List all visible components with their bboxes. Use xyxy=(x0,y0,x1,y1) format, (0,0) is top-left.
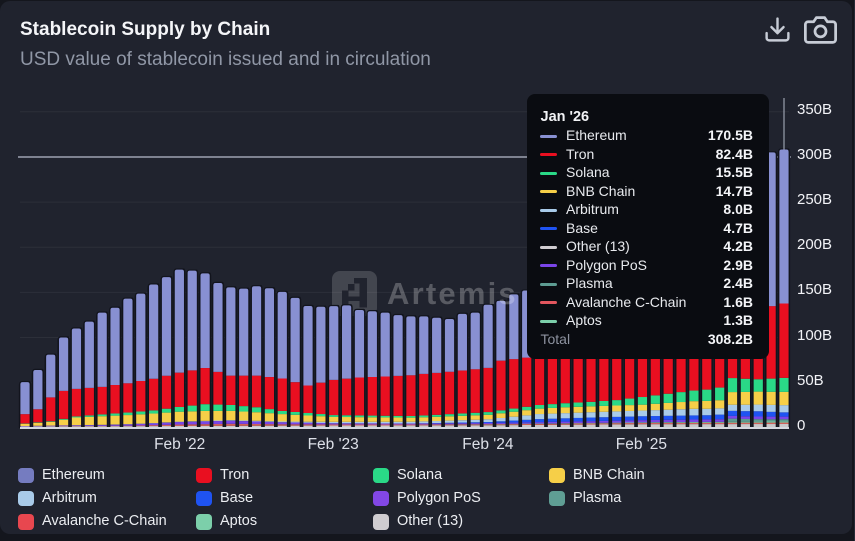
svg-text:Artemis: Artemis xyxy=(387,276,518,311)
